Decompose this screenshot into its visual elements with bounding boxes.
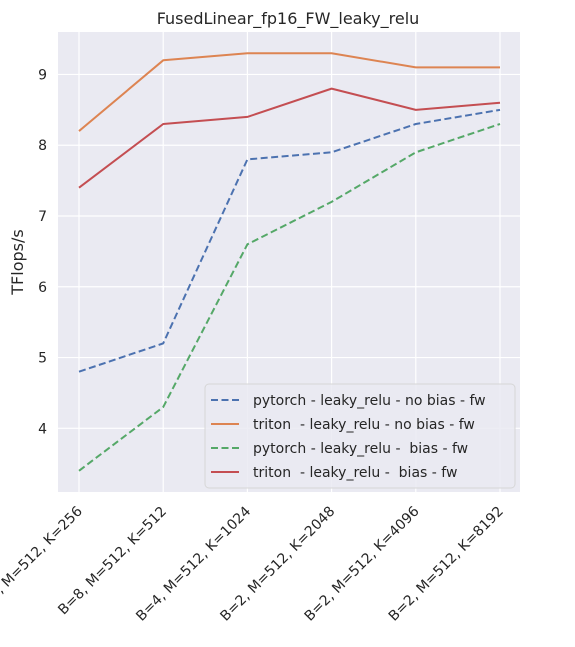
chart-title: FusedLinear_fp16_FW_leaky_relu xyxy=(157,9,420,29)
y-tick-label: 8 xyxy=(38,138,47,154)
legend-box xyxy=(204,383,516,489)
legend: pytorch - leaky_relu - no bias - fw trito… xyxy=(204,383,516,489)
y-tick-label: 4 xyxy=(38,421,47,437)
series-line xyxy=(78,123,501,472)
legend-label: triton - leaky_relu - no bias - fw xyxy=(253,417,475,433)
y-tick-label: 5 xyxy=(38,351,47,367)
legend-label: pytorch - leaky_relu - no bias - fw xyxy=(253,393,486,409)
y-tick-label: 6 xyxy=(38,280,47,296)
y-tick-labels: 4 5 6 7 8 9 xyxy=(38,67,47,437)
y-tick-label: 9 xyxy=(38,67,47,83)
legend-label: triton - leaky_relu - bias - fw xyxy=(253,465,457,481)
y-tick-label: 7 xyxy=(38,209,47,225)
legend-label: pytorch - leaky_relu - bias - fw xyxy=(253,441,468,457)
y-axis-label: TFlops/s xyxy=(8,229,27,295)
series-line xyxy=(78,108,501,373)
series-line xyxy=(78,87,501,189)
series-lines xyxy=(78,52,501,472)
series-line xyxy=(78,52,500,132)
